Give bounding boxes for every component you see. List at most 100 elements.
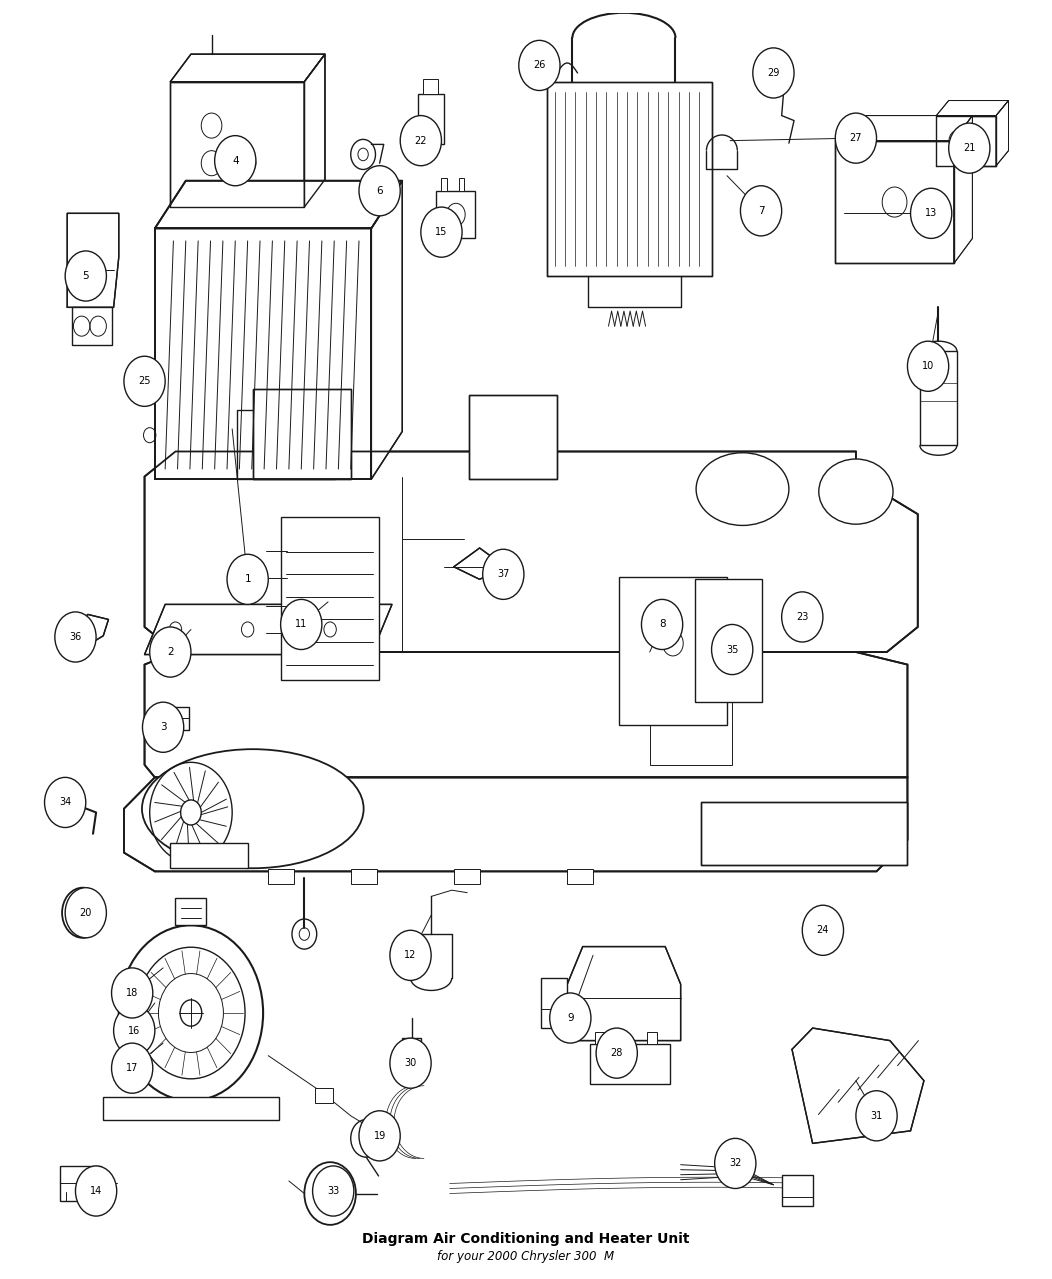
Circle shape bbox=[76, 1166, 117, 1216]
Polygon shape bbox=[936, 101, 1009, 115]
Bar bbox=[789, 599, 810, 620]
Circle shape bbox=[215, 136, 256, 185]
Text: 12: 12 bbox=[404, 950, 417, 961]
Bar bbox=[619, 577, 727, 725]
Bar bbox=[60, 1166, 101, 1201]
Polygon shape bbox=[469, 395, 557, 480]
Circle shape bbox=[112, 1044, 153, 1094]
Bar bbox=[315, 1088, 333, 1104]
Text: 2: 2 bbox=[167, 647, 174, 657]
Text: 30: 30 bbox=[404, 1058, 417, 1068]
Circle shape bbox=[114, 1005, 155, 1055]
Circle shape bbox=[390, 1039, 431, 1088]
Text: 17: 17 bbox=[126, 1063, 139, 1073]
Text: 34: 34 bbox=[59, 797, 72, 807]
Text: 15: 15 bbox=[436, 228, 448, 237]
Bar bbox=[418, 95, 444, 145]
Circle shape bbox=[550, 993, 591, 1044]
Text: 22: 22 bbox=[414, 136, 427, 146]
Bar bbox=[590, 1045, 670, 1085]
Circle shape bbox=[856, 1091, 897, 1141]
Bar bbox=[281, 517, 379, 679]
Circle shape bbox=[359, 1110, 400, 1161]
Polygon shape bbox=[835, 141, 954, 263]
Circle shape bbox=[835, 113, 876, 164]
Polygon shape bbox=[73, 614, 108, 642]
Circle shape bbox=[112, 968, 153, 1018]
Circle shape bbox=[949, 123, 990, 173]
Polygon shape bbox=[304, 54, 325, 207]
Text: Diagram Air Conditioning and Heater Unit: Diagram Air Conditioning and Heater Unit bbox=[362, 1232, 690, 1246]
Text: 35: 35 bbox=[726, 645, 739, 655]
Bar bbox=[782, 1174, 812, 1206]
Ellipse shape bbox=[818, 459, 893, 524]
Text: 21: 21 bbox=[964, 143, 975, 153]
Text: 24: 24 bbox=[816, 925, 829, 935]
Circle shape bbox=[911, 188, 952, 238]
Ellipse shape bbox=[142, 749, 364, 868]
Text: 29: 29 bbox=[767, 68, 780, 78]
Polygon shape bbox=[371, 180, 402, 480]
Polygon shape bbox=[67, 214, 119, 307]
Circle shape bbox=[642, 600, 683, 650]
Text: 18: 18 bbox=[126, 987, 138, 998]
Circle shape bbox=[312, 1166, 353, 1216]
Bar bbox=[238, 411, 336, 480]
Text: 11: 11 bbox=[296, 619, 307, 629]
Text: 23: 23 bbox=[796, 611, 809, 622]
Circle shape bbox=[44, 778, 86, 828]
Bar bbox=[442, 178, 447, 191]
Text: 13: 13 bbox=[925, 208, 937, 219]
Polygon shape bbox=[144, 451, 917, 652]
Text: 4: 4 bbox=[231, 156, 239, 166]
Text: 14: 14 bbox=[90, 1186, 102, 1196]
Polygon shape bbox=[170, 82, 304, 207]
Text: 9: 9 bbox=[567, 1013, 573, 1023]
Polygon shape bbox=[124, 778, 908, 871]
Circle shape bbox=[149, 627, 191, 677]
Bar bbox=[350, 868, 377, 884]
Text: 31: 31 bbox=[870, 1110, 883, 1120]
Polygon shape bbox=[453, 547, 505, 579]
Circle shape bbox=[803, 906, 844, 955]
Polygon shape bbox=[954, 115, 972, 263]
Ellipse shape bbox=[696, 453, 789, 526]
Bar bbox=[268, 868, 294, 884]
Circle shape bbox=[55, 611, 96, 663]
Circle shape bbox=[124, 357, 165, 407]
Text: 28: 28 bbox=[610, 1048, 623, 1058]
Bar bbox=[567, 868, 593, 884]
Polygon shape bbox=[155, 180, 402, 229]
Polygon shape bbox=[702, 802, 908, 865]
Circle shape bbox=[390, 930, 431, 981]
Polygon shape bbox=[936, 115, 996, 166]
Bar bbox=[176, 898, 206, 925]
Polygon shape bbox=[792, 1028, 924, 1143]
Text: 26: 26 bbox=[533, 60, 546, 70]
Text: 19: 19 bbox=[373, 1131, 386, 1141]
Bar bbox=[647, 1032, 656, 1045]
Bar bbox=[542, 978, 567, 1028]
Text: 32: 32 bbox=[729, 1159, 742, 1169]
Polygon shape bbox=[252, 389, 350, 480]
Text: 36: 36 bbox=[69, 632, 82, 642]
Bar bbox=[103, 1097, 279, 1119]
Circle shape bbox=[714, 1138, 756, 1188]
Circle shape bbox=[908, 341, 949, 391]
Polygon shape bbox=[144, 652, 908, 778]
Text: 25: 25 bbox=[138, 376, 150, 386]
Bar bbox=[437, 191, 476, 238]
Circle shape bbox=[359, 166, 400, 216]
Bar bbox=[459, 178, 464, 191]
Text: 6: 6 bbox=[377, 185, 383, 196]
Polygon shape bbox=[155, 229, 371, 480]
Circle shape bbox=[483, 549, 524, 600]
Circle shape bbox=[227, 554, 268, 605]
Text: 16: 16 bbox=[128, 1026, 140, 1036]
Polygon shape bbox=[567, 946, 681, 1041]
Polygon shape bbox=[547, 82, 711, 276]
Text: 5: 5 bbox=[82, 271, 89, 281]
Bar bbox=[792, 597, 810, 624]
Bar bbox=[402, 1039, 421, 1065]
Bar bbox=[919, 352, 957, 445]
